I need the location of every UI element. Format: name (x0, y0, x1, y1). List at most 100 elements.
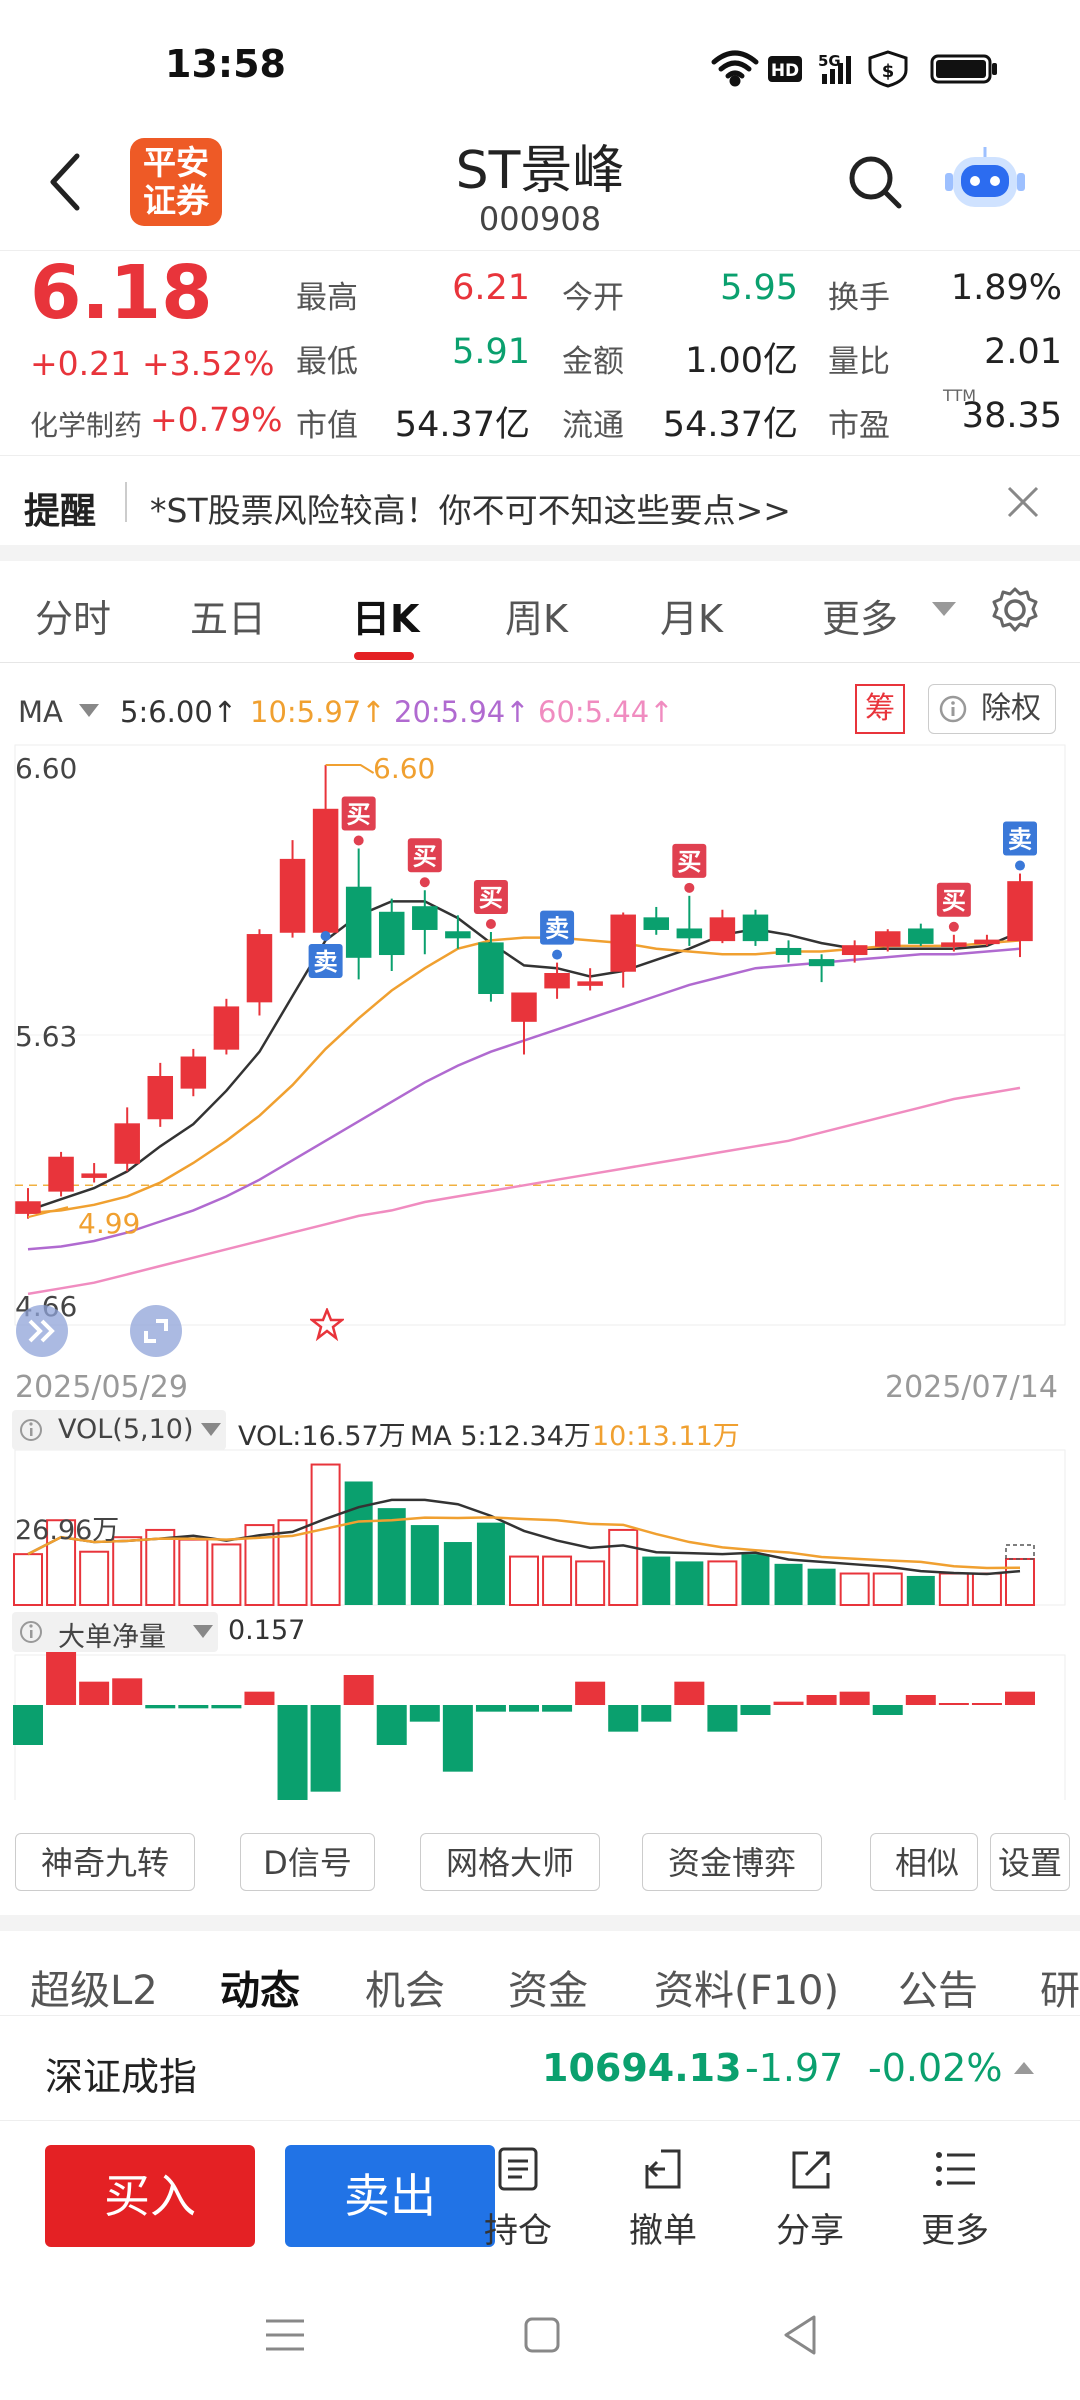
back-nav-icon[interactable] (780, 2313, 820, 2357)
signal-badge (473, 880, 508, 915)
netflow-bar (839, 1691, 870, 1705)
quote-label: 换手 (828, 280, 890, 316)
volume-cursor-box (1005, 1544, 1035, 1560)
info-tab-0[interactable]: 超级L2 (30, 1968, 158, 2014)
broker-logo[interactable]: 平安 证券 (130, 138, 222, 226)
buy-button[interactable]: 买入 (45, 2145, 255, 2247)
signal-label: 买 (942, 887, 966, 915)
vol-indicator-chip[interactable] (12, 1410, 226, 1450)
robot-assistant-icon[interactable] (945, 145, 1025, 217)
tab-4[interactable]: 月K (660, 597, 723, 641)
home-icon[interactable] (522, 2315, 562, 2355)
low-price-mark: 4.99 (78, 1207, 141, 1240)
netflow-bar (674, 1681, 705, 1705)
tab-2[interactable]: 日K (352, 597, 420, 641)
vol-ma5-value: MA 5:12.34万 (410, 1421, 591, 1452)
info-tab-4[interactable]: 资料(F10) (654, 1968, 840, 2014)
netflow-indicator-chip[interactable] (12, 1612, 218, 1652)
quote-label: 市值 (296, 408, 358, 444)
caret-up-icon (1014, 2062, 1034, 2074)
info-tab-3[interactable]: 资金 (508, 1968, 588, 2014)
netflow-value: 0.157 (228, 1615, 306, 1646)
signal-label: 买 (413, 842, 437, 870)
netflow-bar (641, 1705, 672, 1722)
risk-reminder-bar[interactable]: 提醒 *ST股票风险较高！你不可不知这些要点>> (0, 455, 1080, 546)
info-tab-5[interactable]: 公告 (898, 1968, 978, 2014)
info-tab-2[interactable]: 机会 (365, 1968, 445, 2014)
candle-body (742, 914, 769, 942)
tool-holdings[interactable]: 持仓 (468, 2145, 568, 2252)
quote-value: 38.35 (961, 396, 1062, 436)
signal-badge (308, 944, 343, 979)
vol-axis-label: 26.96万 (15, 1515, 120, 1546)
tool-withdraw[interactable]: 撤单 (613, 2145, 713, 2252)
search-icon[interactable] (845, 152, 905, 212)
ma-indicator-label[interactable]: MA (18, 695, 63, 729)
ma-caret-icon[interactable] (78, 703, 100, 719)
volume-bar (707, 1560, 738, 1606)
recent-apps-icon[interactable] (262, 2315, 308, 2355)
signal-dot (419, 877, 430, 888)
candle-body (478, 942, 504, 994)
volume-bar (971, 1572, 1002, 1606)
x-axis-start: 2025/05/29 (15, 1370, 188, 1405)
indicator-chip-5[interactable]: 设置 (990, 1833, 1070, 1891)
volume-ma5-line (27, 1498, 1021, 1576)
netflow-bar (575, 1681, 606, 1705)
info-tab-6[interactable]: 研 (1040, 1968, 1080, 2014)
expand-left-icon[interactable] (14, 1303, 70, 1359)
index-ticker[interactable]: 深证成指 10694.13 -1.97 -0.02% (0, 2016, 1080, 2120)
netflow-bar (442, 1705, 473, 1772)
netflow-bar (475, 1705, 506, 1712)
active-tab-indicator (354, 652, 414, 660)
caret-down-icon[interactable] (930, 600, 958, 620)
quote-value: 1.00亿 (685, 341, 798, 381)
info-tab-1[interactable]: 动态 (220, 1968, 300, 2014)
netflow-bar (773, 1701, 804, 1705)
netflow-bar (244, 1691, 275, 1705)
high-mark-leader (325, 764, 375, 774)
gear-icon[interactable] (990, 585, 1040, 635)
volume-bar (575, 1560, 606, 1606)
tab-1[interactable]: 五日 (190, 597, 267, 641)
fullscreen-icon[interactable] (128, 1303, 184, 1359)
ma-line-ma60 (27, 1086, 1021, 1296)
event-star-icon[interactable] (310, 1308, 344, 1342)
signal-label: 卖 (545, 915, 569, 943)
tab-5[interactable]: 更多 (822, 597, 899, 641)
info-icon (20, 1621, 42, 1643)
quote-value: 54.37亿 (662, 405, 798, 445)
indicator-chip-4[interactable]: 相似K (870, 1833, 978, 1891)
indicator-chip-0[interactable]: 神奇九转 (15, 1833, 195, 1891)
tab-0[interactable]: 分时 (35, 597, 112, 641)
ex-right-button[interactable]: 除权 (928, 684, 1056, 734)
tool-menu[interactable]: 更多 (905, 2145, 1005, 2252)
indicator-chip-2[interactable]: 网格大师 (420, 1833, 600, 1891)
back-icon[interactable] (45, 150, 85, 214)
ttm-label: TTM (943, 386, 977, 405)
netflow-caret-icon[interactable] (192, 1624, 214, 1640)
volume-bar (906, 1575, 935, 1605)
volume-panel-frame (14, 1449, 1066, 1606)
indicator-chip-1[interactable]: D信号 (240, 1833, 375, 1891)
index-name: 深证成指 (45, 2055, 198, 2099)
signal-badge (672, 843, 707, 878)
chip-distribution-button[interactable]: 筹 (855, 684, 905, 734)
candle-body (15, 1201, 41, 1214)
netflow-label: 大单净量 (58, 1622, 166, 1653)
reminder-text[interactable]: *ST股票风险较高！你不可不知这些要点>> (150, 491, 791, 530)
close-icon[interactable] (1005, 484, 1041, 520)
tabs-divider (0, 662, 1080, 663)
wifi-icon (711, 50, 759, 87)
tab-3[interactable]: 周K (505, 597, 568, 641)
candle-body (974, 939, 1000, 945)
tool-share[interactable]: 分享 (760, 2145, 860, 2252)
sector-name[interactable]: 化学制药 (30, 409, 143, 442)
indicator-chip-3[interactable]: 资金博弈 (642, 1833, 822, 1891)
volume-bar (145, 1528, 176, 1606)
vol-caret-icon[interactable] (200, 1422, 222, 1438)
ticker-divider (0, 2120, 1080, 2121)
sell-button[interactable]: 卖出 (285, 2145, 495, 2247)
volume-bar (675, 1561, 704, 1605)
